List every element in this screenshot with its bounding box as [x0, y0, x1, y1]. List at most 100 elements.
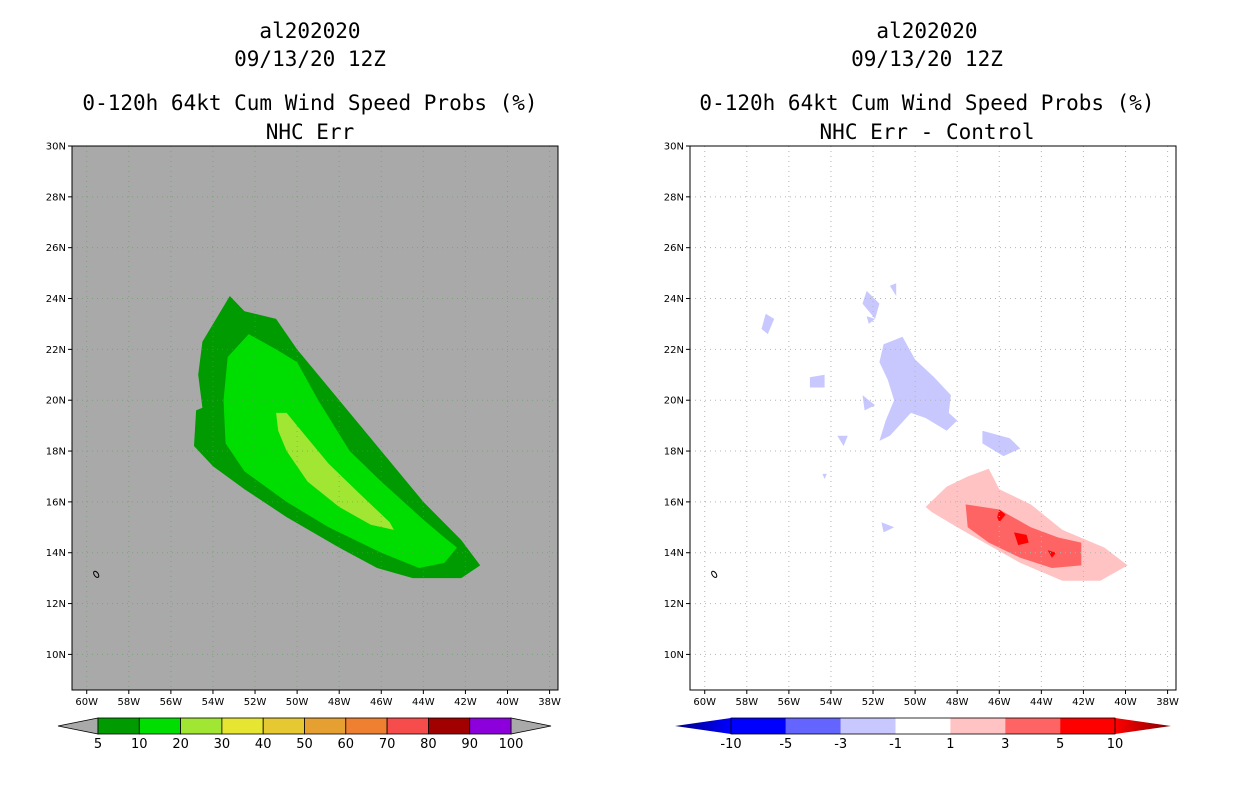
left-xtick-label-8: 44W — [412, 697, 435, 708]
right-ytick-label-8: 26N — [664, 243, 684, 254]
right-contour-5-2 — [1014, 532, 1029, 546]
left-xtick-label-4: 52W — [244, 697, 267, 708]
right-ytick-label-9: 28N — [664, 192, 684, 203]
left-ytick-label-2: 14N — [46, 548, 66, 559]
right-contour-neg1-13 — [837, 435, 848, 446]
left-ytick-label-10: 30N — [46, 142, 66, 153]
left-ytick-label-6: 22N — [46, 345, 66, 356]
right-contour-neg1-9 — [809, 374, 825, 388]
left-colorbar-box-9 — [469, 717, 512, 735]
right-contour-neg1-8 — [761, 313, 775, 335]
left-xtick-label-1: 58W — [117, 697, 140, 708]
right-colorbar-outline — [730, 717, 1116, 735]
right-ytick-label-7: 24N — [664, 294, 684, 305]
left-colorbar-label-9: 90 — [461, 737, 478, 752]
left-ytick-label-0: 10N — [46, 650, 66, 661]
left-colorbar-box-5 — [304, 717, 347, 735]
left-colorbar-left-tip — [57, 717, 99, 735]
left-plot-frame — [71, 145, 559, 691]
right-contour-5-4 — [1047, 550, 1057, 558]
left-colorbar-label-4: 40 — [255, 737, 272, 752]
right-colorbar-box-2 — [840, 718, 896, 734]
right-xtick-label-1: 58W — [735, 697, 758, 708]
left-colorbar-box-3 — [221, 717, 264, 735]
right-colorbar-label-7: 10 — [1107, 737, 1124, 752]
right-contour-neg1-14 — [881, 522, 895, 533]
right-plot-area: 60W 58W 56W 54W 52W 50W 48W 46W 44W 42W 40W 38W 10N 1… — [664, 142, 1179, 709]
left-xtick-label-3: 54W — [202, 697, 225, 708]
left-colorbar-box-7 — [386, 717, 429, 735]
left-title-line-3: 0-120h 64kt Cum Wind Speed Probs (%) — [82, 91, 537, 115]
right-colorbar-box-1 — [785, 718, 841, 734]
right-contour-neg1-11 — [866, 316, 876, 324]
left-xtick-label-9: 42W — [454, 697, 477, 708]
right-colorbar-label-1: -5 — [779, 737, 792, 752]
left-colorbar-label-7: 70 — [379, 737, 396, 752]
left-ytick-label-3: 16N — [46, 497, 66, 508]
right-colorbar-box-3 — [895, 718, 951, 734]
right-colorbar-box-5 — [1005, 718, 1061, 734]
right-colorbar-label-4: 1 — [946, 737, 954, 752]
right-xtick-label-4: 52W — [862, 697, 885, 708]
left-ytick-label-9: 28N — [46, 192, 66, 203]
right-colorbar-label-6: 5 — [1056, 737, 1064, 752]
left-xtick-label-2: 56W — [160, 697, 183, 708]
right-xtick-label-2: 56W — [778, 697, 801, 708]
left-colorbar-label-1: 10 — [131, 737, 148, 752]
left-xtick-label-6: 48W — [328, 697, 351, 708]
right-xtick-label-0: 60W — [693, 697, 716, 708]
right-ytick-label-5: 20N — [664, 396, 684, 407]
left-ytick-label-4: 18N — [46, 447, 66, 458]
left-plot-area: 60W 58W 56W 54W 52W 50W 48W 46W 44W 42W 40W 38W 10N 1… — [46, 142, 561, 709]
left-contour-10-1 — [223, 334, 457, 568]
right-colorbar-label-3: -1 — [889, 737, 902, 752]
right-ytick-label-1: 12N — [664, 599, 684, 610]
right-colorbar-box-0 — [731, 718, 786, 734]
left-island-outline — [93, 570, 100, 578]
left-ytick-label-1: 12N — [46, 599, 66, 610]
right-colorbar-label-5: 3 — [1001, 737, 1009, 752]
left-colorbar: 5 10 20 30 40 50 60 70 80 90 100 — [57, 717, 552, 752]
right-colorbar-label-0: -10 — [720, 737, 741, 752]
right-xtick-label-6: 48W — [946, 697, 969, 708]
right-ytick-label-0: 10N — [664, 650, 684, 661]
right-contour-neg1-5 — [879, 336, 958, 441]
right-colorbar-label-2: -3 — [834, 737, 847, 752]
left-ytick-label-7: 24N — [46, 294, 66, 305]
left-xtick-label-0: 60W — [75, 697, 98, 708]
left-colorbar-label-2: 20 — [172, 737, 189, 752]
left-colorbar-box-2 — [180, 717, 223, 735]
left-colorbar-right-tip — [510, 717, 552, 735]
left-ytick-label-8: 26N — [46, 243, 66, 254]
right-ytick-label-6: 22N — [664, 345, 684, 356]
left-title-line-1: al202020 — [259, 19, 360, 43]
left-xtick-label-5: 50W — [286, 697, 309, 708]
right-title-line-1: al202020 — [876, 19, 977, 43]
left-colorbar-box-1 — [138, 717, 182, 735]
left-colorbar-label-0: 5 — [94, 737, 102, 752]
right-title-line-3: 0-120h 64kt Cum Wind Speed Probs (%) — [699, 91, 1154, 115]
right-panel: al202020 09/13/20 12Z 0-120h 64kt Cum Wi… — [664, 19, 1179, 752]
left-ytick-label-5: 20N — [46, 396, 66, 407]
left-contour-20-2 — [276, 412, 394, 530]
right-ytick-label-10: 30N — [664, 142, 684, 153]
right-contour-neg1-10 — [862, 395, 876, 411]
left-colorbar-label-3: 30 — [214, 737, 231, 752]
left-colorbar-box-0 — [97, 717, 140, 735]
right-island-outline — [711, 570, 718, 578]
right-contour-neg1-6 — [862, 290, 880, 319]
right-xtick-label-5: 50W — [904, 697, 927, 708]
right-xtick-label-7: 46W — [988, 697, 1011, 708]
left-colorbar-label-6: 60 — [338, 737, 355, 752]
right-contour-neg1-7 — [889, 283, 897, 296]
left-colorbar-box-4 — [262, 717, 305, 735]
right-colorbar-right-tip — [1115, 718, 1171, 734]
right-ytick-label-4: 18N — [664, 447, 684, 458]
right-colorbar: -10 -5 -3 -1 1 3 5 10 — [675, 717, 1171, 752]
right-title-line-2: 09/13/20 12Z — [851, 47, 1003, 71]
right-xtick-label-8: 44W — [1030, 697, 1053, 708]
right-colorbar-left-tip — [675, 718, 731, 734]
right-title-line-4: NHC Err - Control — [820, 120, 1035, 144]
right-xtick-label-9: 42W — [1072, 697, 1095, 708]
